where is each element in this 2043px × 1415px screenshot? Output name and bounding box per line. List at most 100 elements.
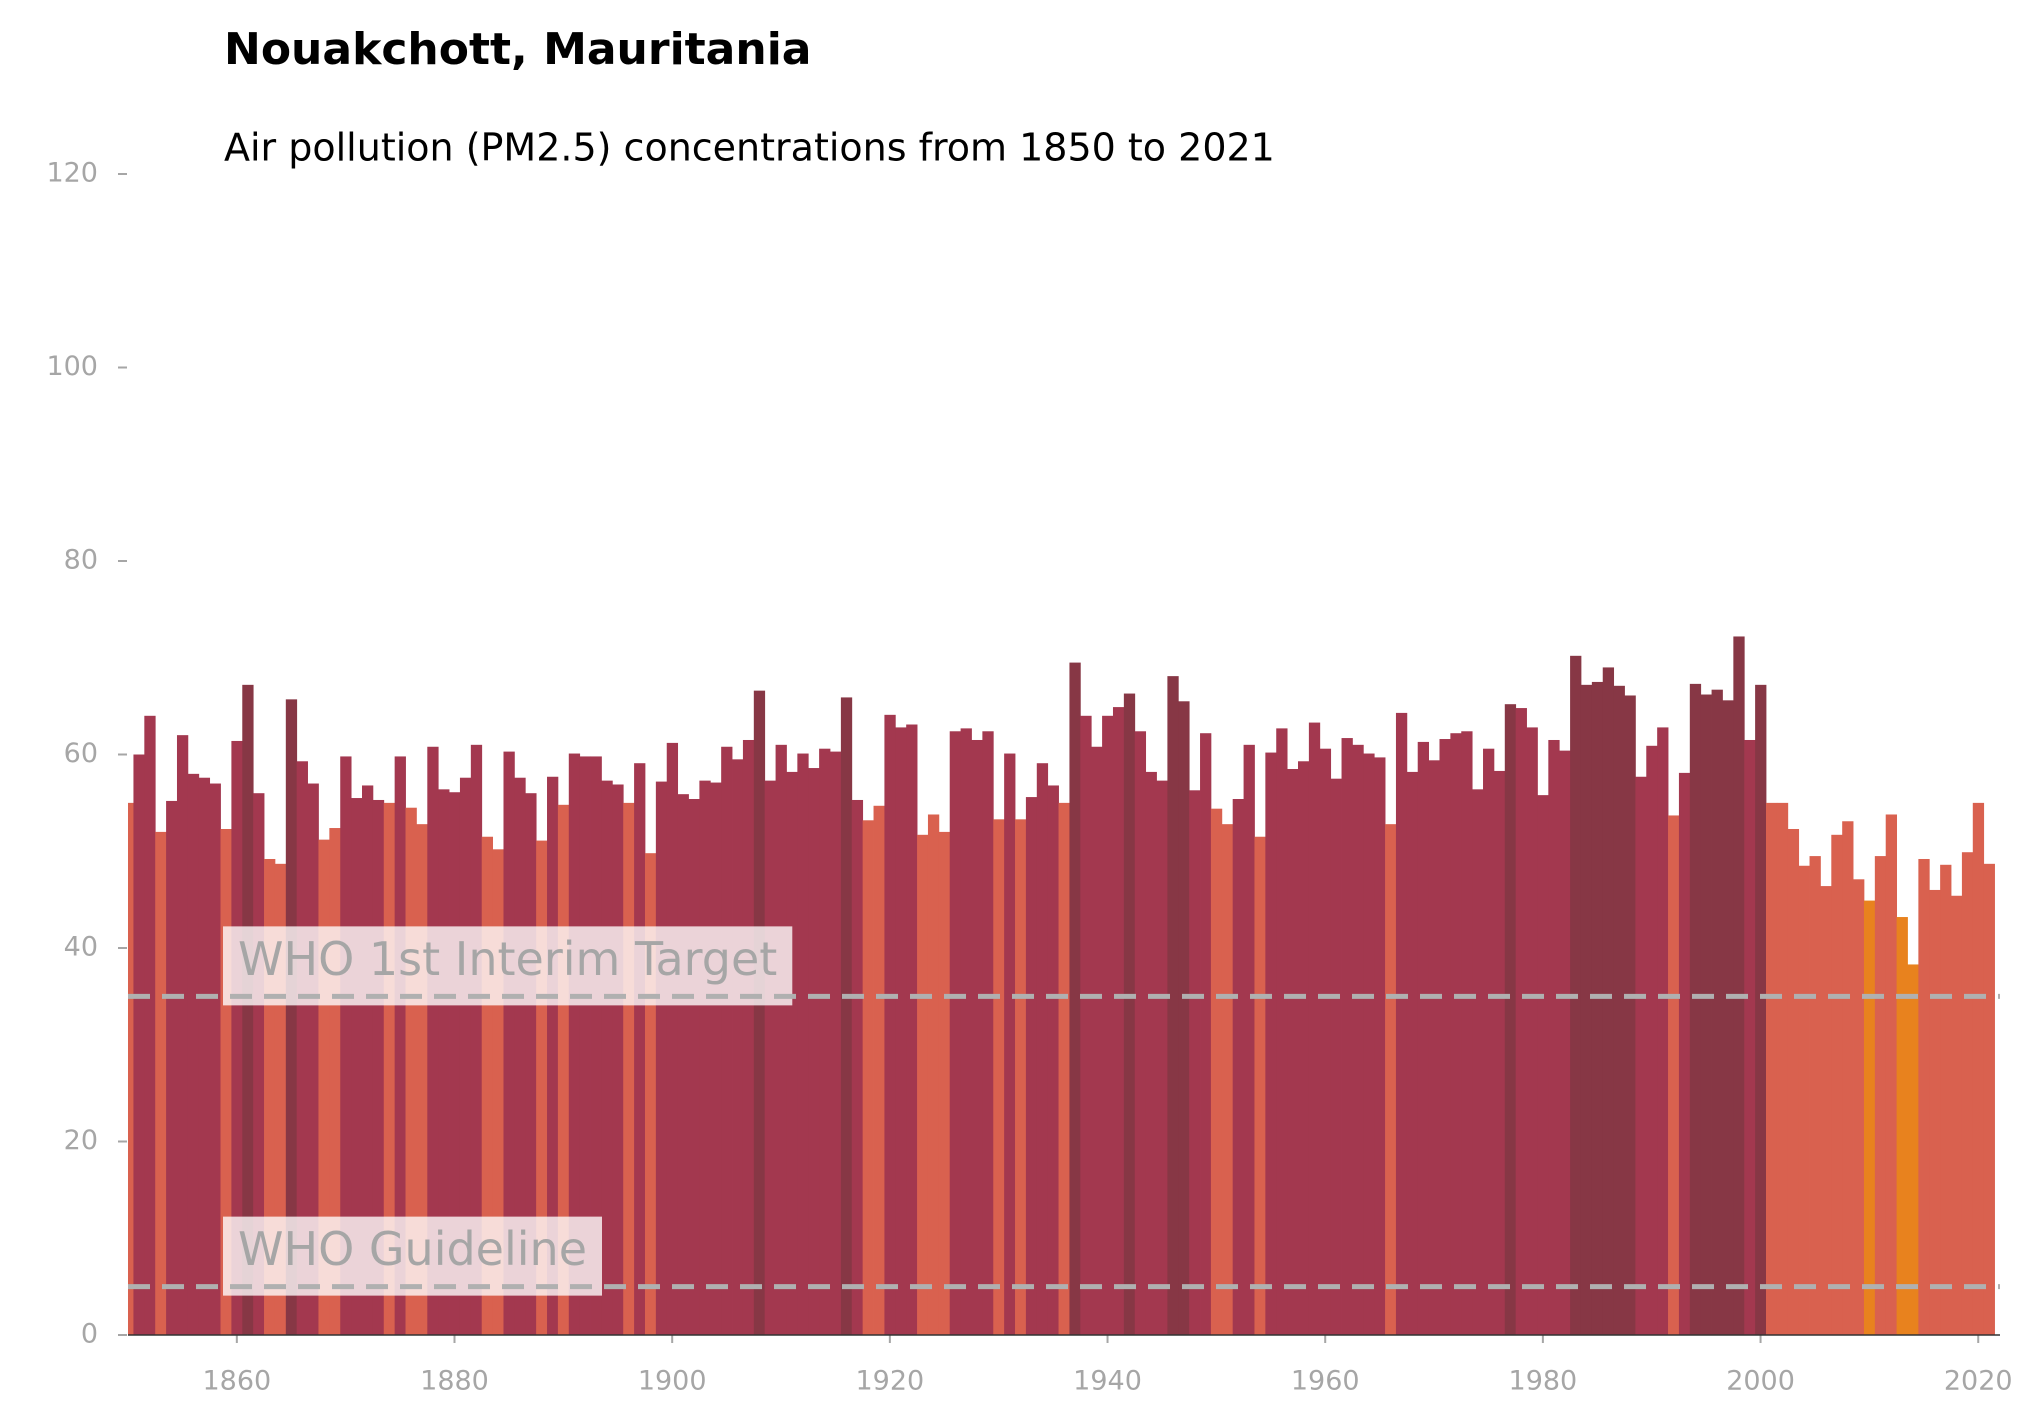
bar	[231, 740, 243, 1335]
bar	[1178, 701, 1190, 1335]
y-tick-label: 100	[46, 351, 98, 382]
bar	[1842, 821, 1854, 1335]
bar	[1646, 745, 1658, 1335]
x-tick-label: 1880	[420, 1366, 489, 1397]
bar	[449, 792, 461, 1335]
bar	[1483, 748, 1495, 1335]
bar	[840, 697, 853, 1335]
bar	[492, 849, 504, 1335]
bar	[623, 802, 635, 1335]
bar	[1015, 819, 1027, 1335]
bar	[1711, 689, 1723, 1335]
bar	[1287, 769, 1299, 1335]
bar	[220, 828, 232, 1335]
reference-label-box	[223, 926, 793, 1006]
bar	[557, 804, 570, 1335]
bar	[307, 783, 319, 1335]
bar	[764, 780, 776, 1335]
bar	[1156, 780, 1168, 1335]
bar	[732, 759, 744, 1335]
bar	[1363, 753, 1375, 1335]
bar	[514, 777, 526, 1335]
bar	[1961, 852, 1974, 1335]
bar	[1929, 889, 1941, 1335]
bar	[481, 836, 494, 1335]
bar	[1689, 683, 1702, 1335]
bar	[1123, 693, 1136, 1335]
bar	[688, 799, 700, 1335]
bar	[938, 831, 951, 1335]
bar	[1820, 886, 1832, 1335]
bar	[1493, 770, 1506, 1335]
x-tick-label: 2000	[1726, 1366, 1795, 1397]
bar	[155, 831, 167, 1335]
bar	[285, 699, 298, 1335]
bar	[1874, 856, 1887, 1335]
bar	[1298, 761, 1310, 1335]
bar	[1200, 733, 1212, 1335]
bar	[264, 858, 276, 1335]
bar	[601, 780, 613, 1335]
bar	[198, 777, 211, 1335]
bar	[1352, 744, 1364, 1335]
bar	[1341, 738, 1353, 1335]
bar	[187, 773, 200, 1335]
bar	[1657, 727, 1669, 1335]
bar	[144, 715, 156, 1335]
bar	[1134, 731, 1147, 1335]
bar	[1112, 707, 1125, 1335]
bar	[1025, 797, 1038, 1335]
bar	[655, 781, 668, 1335]
bar	[1406, 771, 1419, 1335]
bar	[1265, 752, 1277, 1335]
bar	[830, 751, 842, 1335]
bar	[721, 746, 733, 1335]
bar	[884, 714, 896, 1335]
bar	[362, 785, 374, 1335]
y-tick-label: 40	[64, 932, 98, 963]
reference-label: WHO Guideline	[238, 1222, 587, 1276]
bar	[1004, 753, 1016, 1335]
bar	[677, 794, 689, 1335]
bar	[775, 744, 787, 1335]
bar	[1374, 757, 1386, 1335]
bar	[590, 756, 602, 1335]
bar	[1700, 694, 1712, 1335]
bar	[819, 748, 831, 1335]
bar	[1091, 746, 1103, 1335]
bar	[1428, 760, 1440, 1335]
bar	[1798, 865, 1810, 1335]
bar	[742, 739, 755, 1335]
bar	[1515, 708, 1527, 1335]
bar	[873, 805, 885, 1335]
bar	[1450, 733, 1462, 1335]
bar	[383, 802, 396, 1335]
bar	[1439, 739, 1451, 1335]
bar	[128, 802, 134, 1335]
y-tick-label: 120	[46, 158, 98, 189]
bar	[1254, 836, 1266, 1335]
bar	[851, 799, 864, 1335]
bar	[133, 754, 145, 1335]
bar	[786, 771, 798, 1335]
bar	[1243, 744, 1255, 1335]
bar	[209, 783, 221, 1335]
bar	[176, 735, 189, 1335]
bar	[427, 746, 439, 1335]
bar	[808, 768, 820, 1335]
y-tick-label: 0	[81, 1319, 98, 1350]
bar	[1809, 856, 1821, 1335]
bar	[1047, 785, 1059, 1335]
bar	[1559, 750, 1571, 1335]
bar	[1080, 715, 1092, 1335]
x-tick-label: 1900	[638, 1366, 707, 1397]
bar	[993, 819, 1005, 1335]
bar	[797, 753, 809, 1335]
bar	[1276, 728, 1288, 1335]
bar	[470, 744, 483, 1335]
bar	[1983, 863, 1995, 1335]
bar	[1831, 834, 1843, 1335]
bar	[1907, 964, 1919, 1335]
bar	[1853, 879, 1865, 1335]
